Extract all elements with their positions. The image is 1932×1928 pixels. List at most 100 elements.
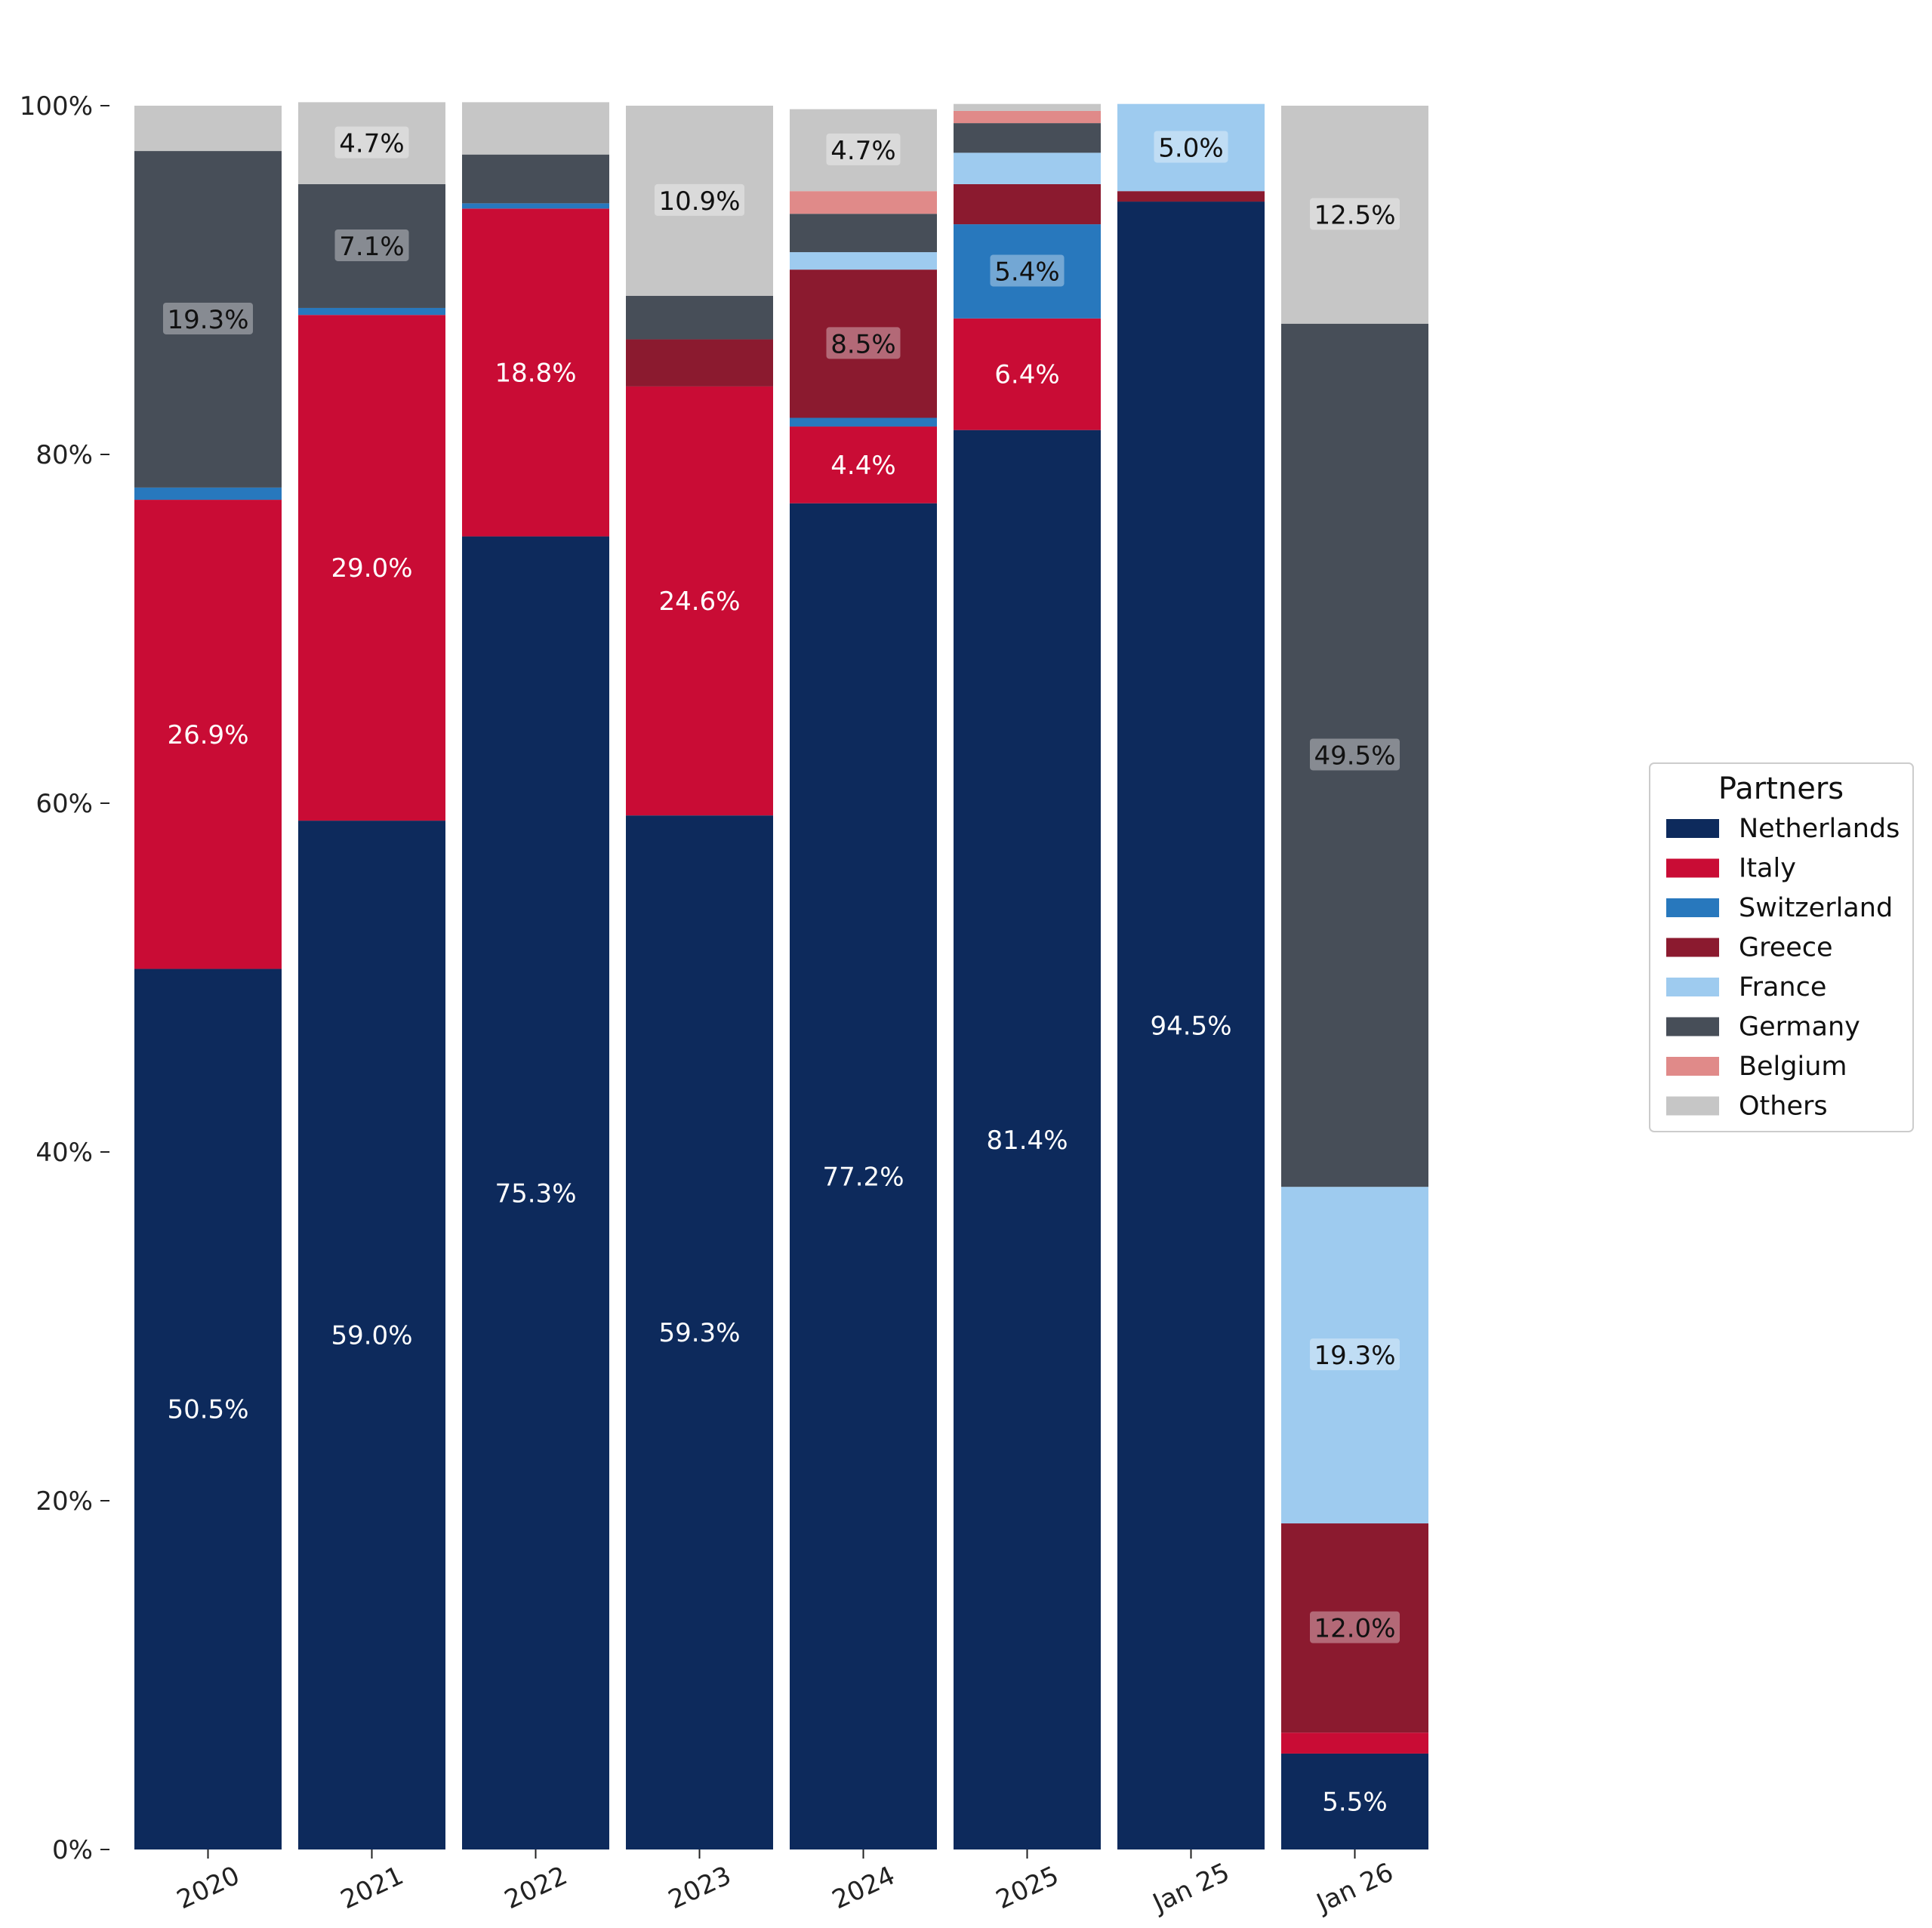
legend-title: Partners: [1718, 772, 1844, 806]
bar-segment-netherlands: [954, 430, 1101, 1850]
bar-segment-others: [790, 109, 937, 192]
bar-segment-netherlands: [626, 815, 773, 1849]
bar-segment-france: [1281, 1187, 1428, 1524]
data-label-box: [163, 302, 253, 334]
legend: Partners Netherlands Italy Switzerland Gree…: [1649, 762, 1914, 1132]
data-label-box: [1310, 738, 1400, 771]
bar-segment-belgium: [954, 110, 1101, 124]
bar-segment-italy: [298, 315, 445, 821]
data-label-box: [826, 133, 901, 165]
bars: [134, 102, 1428, 1850]
data-label: 6.4%: [994, 360, 1059, 390]
legend-label-belgium: Belgium: [1739, 1052, 1847, 1082]
legend-items: Netherlands Italy Switzerland Greece France G…: [1666, 814, 1900, 1122]
data-label-box: [655, 183, 744, 216]
bar-segment-greece: [626, 339, 773, 387]
y-tick-label: 40%: [35, 1138, 93, 1168]
data-label: 77.2%: [822, 1162, 904, 1192]
bar-segment-switzerland: [954, 224, 1101, 319]
bar-segment-germany: [298, 183, 445, 308]
legend-label-germany: Germany: [1739, 1012, 1860, 1043]
y-tick-label: 80%: [35, 440, 93, 470]
bar-segment-germany: [1281, 323, 1428, 1187]
bar-segment-switzerland: [134, 487, 282, 500]
legend-swatch-france: [1666, 978, 1719, 996]
bar-segment-others: [462, 102, 609, 155]
bar-segment-france: [790, 252, 937, 270]
data-label: 10.9%: [658, 186, 740, 217]
y-tick-label: 100%: [20, 91, 93, 122]
data-label: 29.0%: [331, 553, 412, 584]
bar-segment-others: [626, 106, 773, 296]
legend-label-netherlands: Netherlands: [1739, 814, 1900, 844]
bar-segment-greece: [790, 269, 937, 418]
bar-segment-italy: [462, 208, 609, 537]
x-tick-label: 2023: [664, 1860, 735, 1915]
data-label: 7.1%: [339, 232, 404, 262]
legend-label-italy: Italy: [1739, 854, 1796, 884]
data-label-box: [990, 254, 1065, 287]
bar-segment-italy: [134, 500, 282, 969]
bar-segment-germany: [954, 123, 1101, 153]
bar-segment-netherlands: [1281, 1753, 1428, 1849]
y-tick-label: 0%: [52, 1835, 93, 1865]
bar-segment-others: [134, 106, 282, 152]
data-label: 49.5%: [1314, 741, 1395, 771]
y-axis: 0% 20% 40% 60% 80% 100%: [20, 91, 109, 1865]
x-tick-label: Jan 26: [1311, 1857, 1397, 1919]
bar-segment-greece: [1117, 191, 1265, 202]
data-label-box: [826, 327, 901, 359]
x-tick-label: Jan 25: [1147, 1857, 1234, 1919]
bar-segment-belgium: [790, 191, 937, 214]
legend-swatch-belgium: [1666, 1057, 1719, 1076]
data-label: 75.3%: [495, 1178, 576, 1209]
data-label: 59.0%: [331, 1321, 412, 1351]
x-tick-label: 2022: [500, 1860, 572, 1915]
data-label: 81.4%: [986, 1126, 1068, 1156]
data-label-box: [1310, 198, 1400, 230]
y-tick-label: 60%: [35, 789, 93, 819]
bar-segment-others: [1281, 106, 1428, 324]
bar-segment-netherlands: [1117, 202, 1265, 1849]
bar-segment-italy: [626, 386, 773, 816]
data-label: 12.5%: [1314, 200, 1395, 230]
legend-swatch-italy: [1666, 858, 1719, 878]
data-label-box: [1310, 1611, 1400, 1643]
data-label-box: [334, 229, 409, 261]
bar-segment-germany: [134, 151, 282, 488]
data-label: 94.5%: [1150, 1012, 1231, 1042]
data-label: 5.0%: [1158, 133, 1223, 163]
bar-segment-switzerland: [298, 307, 445, 316]
data-label: 26.9%: [167, 720, 248, 750]
y-tick-label: 20%: [35, 1486, 93, 1517]
legend-swatch-germany: [1666, 1017, 1719, 1036]
bar-segment-germany: [790, 214, 937, 253]
bar-segment-netherlands: [790, 503, 937, 1850]
data-label: 4.7%: [830, 136, 895, 166]
data-label-box: [334, 126, 409, 159]
bar-segment-germany: [626, 295, 773, 340]
bar-segment-others: [298, 102, 445, 184]
bar-segment-netherlands: [134, 969, 282, 1849]
x-tick-label: 2020: [172, 1860, 244, 1915]
bar-segment-germany: [462, 154, 609, 204]
bar-segment-switzerland: [790, 417, 937, 427]
data-label: 12.0%: [1314, 1614, 1395, 1644]
x-tick-label: 2021: [336, 1860, 408, 1915]
data-label: 18.8%: [495, 358, 576, 388]
bar-segment-switzerland: [462, 203, 609, 209]
legend-frame: [1649, 762, 1914, 1132]
bar-segment-italy: [790, 427, 937, 504]
bar-segment-netherlands: [462, 536, 609, 1849]
legend-swatch-others: [1666, 1096, 1719, 1116]
bar-segment-greece: [1281, 1523, 1428, 1733]
legend-label-france: France: [1739, 972, 1826, 1002]
bar-segment-italy: [954, 318, 1101, 430]
data-label: 4.7%: [339, 129, 404, 159]
legend-swatch-switzerland: [1666, 898, 1719, 917]
bar-segment-france: [1117, 103, 1265, 192]
legend-swatch-greece: [1666, 938, 1719, 957]
data-label: 24.6%: [658, 587, 740, 617]
data-label: 5.5%: [1322, 1787, 1387, 1817]
